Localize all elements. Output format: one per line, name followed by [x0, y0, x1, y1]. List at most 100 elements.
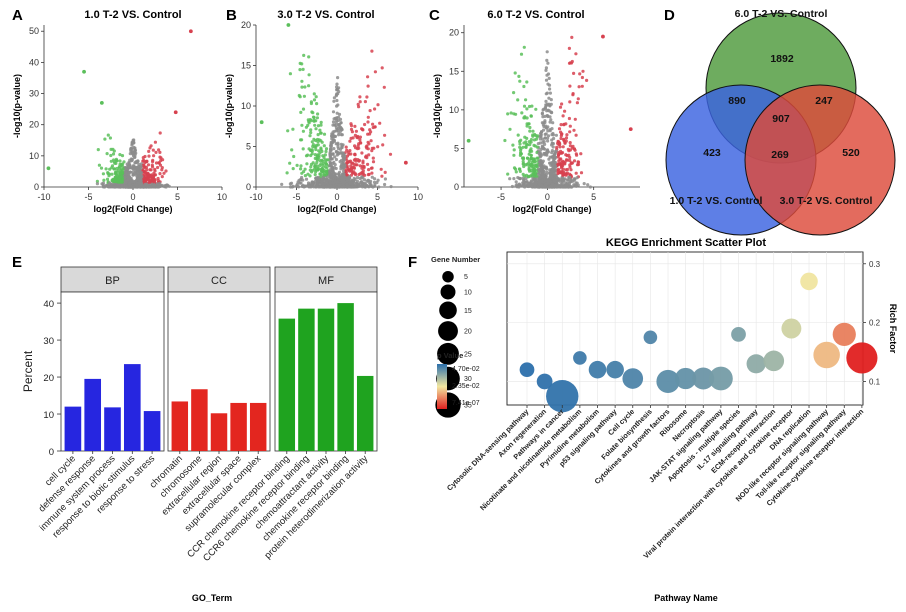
data-point: [308, 134, 311, 137]
data-point: [367, 168, 370, 171]
data-point: [371, 123, 374, 126]
data-point: [113, 162, 116, 165]
data-point: [528, 126, 531, 129]
data-point: [144, 160, 147, 163]
data-point: [369, 180, 372, 183]
data-point: [335, 83, 338, 86]
data-point: [295, 184, 298, 187]
data-point: [522, 146, 525, 149]
data-point: [551, 169, 554, 172]
data-point: [543, 115, 546, 118]
data-point: [561, 180, 564, 183]
data-point: [359, 164, 362, 167]
data-point: [521, 157, 524, 160]
color-legend-label: 7.41e-07: [452, 400, 480, 407]
size-legend-label: 5: [464, 274, 468, 281]
data-point: [564, 174, 567, 177]
data-point: [541, 147, 544, 150]
data-point: [124, 170, 127, 173]
data-point: [115, 174, 118, 177]
data-point: [340, 121, 343, 124]
data-point: [559, 137, 562, 140]
data-point: [357, 105, 360, 108]
data-point: [154, 151, 157, 154]
data-point: [378, 122, 381, 125]
data-point: [559, 180, 562, 183]
data-point: [118, 153, 121, 156]
y-tick-label: 20: [43, 373, 54, 384]
data-point: [554, 156, 557, 159]
data-point: [139, 176, 142, 179]
data-point: [311, 111, 314, 114]
y-tick-label: 0: [246, 182, 251, 192]
data-point: [158, 156, 161, 159]
data-point: [353, 153, 356, 156]
data-point: [305, 154, 308, 157]
data-point: [519, 139, 522, 142]
data-point: [124, 181, 127, 184]
data-point: [545, 66, 548, 69]
data-point: [353, 185, 356, 188]
data-point: [320, 168, 323, 171]
data-point: [299, 138, 302, 141]
data-point: [554, 184, 557, 187]
data-point: [323, 144, 326, 147]
x-tick-label: 5: [175, 192, 180, 202]
data-point: [302, 170, 305, 173]
data-point: [354, 173, 357, 176]
y-tick-label: 0.3: [869, 260, 881, 269]
volcano-title: 6.0 T-2 VS. Control: [487, 9, 584, 21]
data-point: [503, 139, 506, 142]
data-point: [518, 80, 521, 83]
data-point: [367, 116, 370, 119]
y-tick-label: 10: [241, 101, 251, 111]
size-legend-label: 20: [464, 329, 472, 336]
y-axis-label: Percent: [21, 350, 35, 392]
data-point: [148, 146, 151, 149]
data-point: [366, 120, 369, 123]
data-point: [130, 159, 133, 162]
data-point: [589, 361, 607, 379]
size-legend-circle: [442, 271, 453, 282]
go-bar-chart: 010203040PercentGO_TermBPcell cycledefen…: [21, 267, 377, 603]
data-point: [549, 128, 552, 131]
bar: [230, 403, 246, 451]
data-point: [339, 118, 342, 121]
data-point: [545, 59, 548, 62]
data-point: [105, 167, 108, 170]
venn-count: 269: [771, 149, 789, 161]
data-point: [313, 98, 316, 101]
data-point: [517, 134, 520, 137]
data-point: [291, 128, 294, 131]
data-point: [526, 143, 529, 146]
size-legend-circle: [441, 284, 456, 299]
data-point: [581, 70, 584, 73]
data-point: [529, 147, 532, 150]
x-tick-label: -5: [292, 192, 300, 202]
data-point: [121, 181, 124, 184]
data-point: [158, 172, 161, 175]
data-point: [168, 185, 171, 188]
data-point: [130, 147, 133, 150]
data-point: [372, 157, 375, 160]
data-point: [291, 185, 294, 188]
data-point: [319, 147, 322, 150]
data-point: [551, 161, 554, 164]
data-point: [158, 182, 161, 185]
data-point: [308, 73, 311, 76]
data-point: [555, 134, 558, 137]
data-point: [324, 170, 327, 173]
data-point: [153, 184, 156, 187]
data-point: [297, 180, 300, 183]
data-point: [551, 132, 554, 135]
data-point: [345, 146, 348, 149]
data-point: [147, 150, 150, 153]
panel-letter-e: E: [12, 254, 22, 271]
data-point: [335, 99, 338, 102]
y-axis-label: -log10(p-value): [432, 74, 442, 138]
data-point: [542, 173, 545, 176]
data-point: [565, 133, 568, 136]
data-point: [589, 185, 592, 188]
data-point: [111, 164, 114, 167]
data-point: [781, 319, 801, 339]
